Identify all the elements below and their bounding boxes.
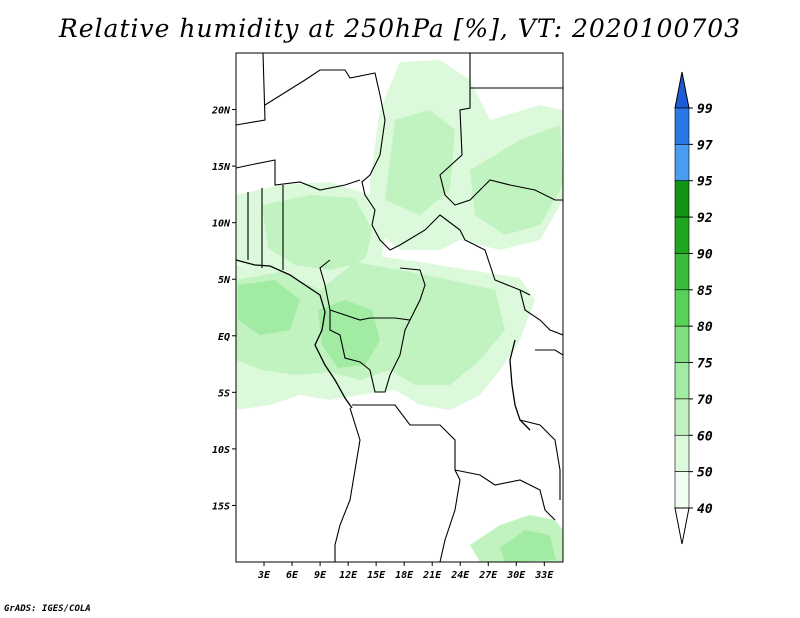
x-tick-label: 9E <box>314 570 327 581</box>
y-tick-label: 15S <box>212 501 230 512</box>
humidity-field <box>236 60 563 562</box>
grads-credit: GrADS: IGES/COLA <box>4 604 91 614</box>
y-tick-label: 15N <box>212 162 231 173</box>
colorbar-label: 50 <box>697 466 713 481</box>
border-south-3 <box>454 469 556 521</box>
colorbar-label: 40 <box>697 502 713 517</box>
colorbar-label: 60 <box>697 429 713 444</box>
colorbar-box <box>674 362 690 400</box>
colorbar-box <box>674 253 690 291</box>
x-tick-label: 12E <box>339 570 358 581</box>
y-tick-label: EQ <box>218 332 230 343</box>
colorbar-box <box>674 434 690 472</box>
colorbar-box <box>674 398 690 436</box>
colorbar-label: 75 <box>697 357 713 372</box>
humidity-region-east <box>470 125 563 235</box>
border-west-sahel <box>236 159 361 191</box>
x-tick-label: 30E <box>506 570 526 581</box>
humidity-region-equatorial-inner <box>318 300 380 368</box>
colorbar-bottom-arrow <box>674 507 690 545</box>
map-title: Relative humidity at 250hPa [%], VT: 202… <box>58 14 742 43</box>
border-central-2 <box>329 310 411 393</box>
colorbar-box <box>674 325 690 363</box>
border-south-2 <box>334 407 361 562</box>
border-south-1 <box>352 404 461 562</box>
colorbar-box <box>674 180 690 218</box>
x-tick-label: 21E <box>422 570 442 581</box>
border-west-coast-1 <box>247 185 284 270</box>
colorbar-label: 92 <box>697 211 713 226</box>
colorbar-label: 90 <box>697 247 713 262</box>
colorbar-box <box>674 216 690 254</box>
colorbar-box <box>674 107 690 145</box>
colorbar-label: 70 <box>697 393 713 408</box>
humidity-region-southeast-core <box>500 530 556 562</box>
colorbar-label: 97 <box>697 138 713 153</box>
y-tick-label: 10S <box>212 445 230 456</box>
border-central-1 <box>319 259 426 321</box>
colorbar-label: 95 <box>697 175 713 190</box>
y-tick-label: 5N <box>218 275 231 286</box>
x-tick-label: 6E <box>286 570 299 581</box>
x-tick-label: 33E <box>534 570 554 581</box>
colorbar: 99 97 95 92 90 85 80 75 70 60 50 40 <box>674 71 713 545</box>
colorbar-top-arrow <box>674 71 690 109</box>
colorbar-box <box>674 289 690 327</box>
border-great-lakes <box>519 289 563 500</box>
map-frame <box>235 52 564 563</box>
humidity-region-west-core <box>262 195 372 270</box>
y-tick-label: 20N <box>211 106 231 117</box>
border-north-1 <box>236 53 266 126</box>
humidity-region-coast <box>238 280 300 335</box>
lake-shore-east <box>509 339 531 431</box>
x-tick-label: 27E <box>478 570 498 581</box>
border-east-1 <box>439 53 563 206</box>
x-tick-label: 24E <box>450 570 470 581</box>
coastline-west <box>236 259 353 409</box>
x-axis: 3E 6E 9E 12E 15E 18E 21E 24E 27E 30E 33E <box>257 562 554 581</box>
colorbar-box <box>674 471 690 509</box>
x-tick-label: 3E <box>257 570 271 581</box>
x-tick-label: 15E <box>367 570 386 581</box>
colorbar-label: 85 <box>697 284 713 299</box>
y-axis: 20N 15N 10N 5N EQ 5S 10S 15S <box>211 106 236 512</box>
colorbar-label: 80 <box>697 320 713 335</box>
border-north-2 <box>264 69 531 296</box>
x-tick-label: 18E <box>395 570 414 581</box>
y-tick-label: 10N <box>212 219 231 230</box>
humidity-region-northeast-core <box>385 110 455 215</box>
y-tick-label: 5S <box>218 388 230 399</box>
colorbar-label: 99 <box>697 102 713 117</box>
coastlines-borders <box>236 53 563 562</box>
colorbar-box <box>674 144 690 182</box>
